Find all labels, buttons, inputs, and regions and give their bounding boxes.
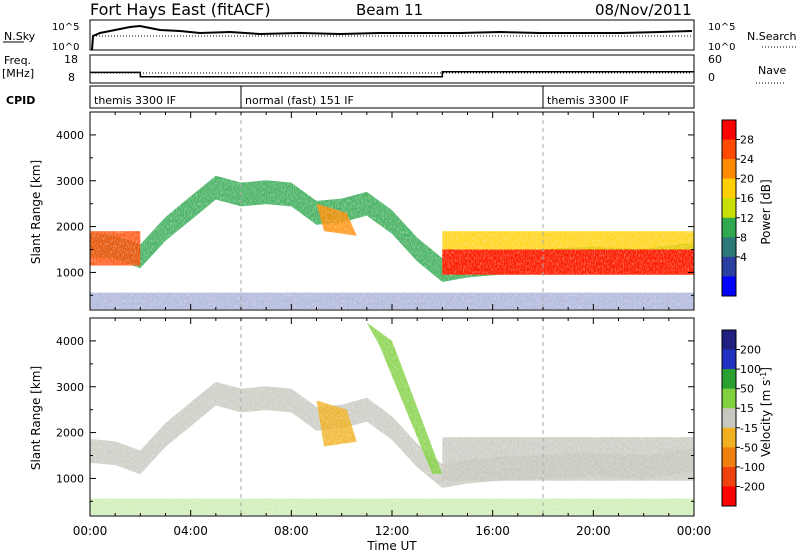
colorbar-swatch: [722, 139, 736, 160]
colorbar-tick-label: 4: [740, 251, 747, 264]
colorbar-tick-label: -100: [740, 461, 765, 474]
colorbar-swatch: [722, 447, 736, 468]
beam-label: Beam 11: [356, 1, 423, 19]
date-label: 08/Nov/2011: [595, 1, 692, 19]
colorbar-swatch: [722, 178, 736, 199]
x-tick-label: 08:00: [274, 524, 309, 538]
colorbar-tick-label: 28: [740, 134, 754, 147]
colorbar-tick-label: 100: [740, 363, 761, 376]
velocity-panel: 1000 2000 3000 4000: [56, 317, 695, 517]
freq-tick-18: 18: [64, 53, 78, 66]
power-panel: 1000 2000 3000 4000: [56, 111, 695, 311]
colorbar-tick-label: -200: [740, 480, 765, 493]
colorbar-swatch: [722, 349, 736, 370]
colorbar-swatch: [722, 330, 736, 351]
nave-label: Nave: [758, 64, 786, 77]
x-tick-label: 00:00: [73, 524, 108, 538]
colorbar-tick-label: -50: [740, 441, 758, 454]
colorbar-frame: [721, 329, 737, 507]
nsky-label: N.Sky: [4, 30, 36, 43]
y-tick-label: 2000: [56, 221, 84, 234]
frequency-panel: Freq. [MHz] 18 8 60 0 Nave: [2, 53, 786, 84]
colorbar-swatch: [722, 198, 736, 219]
cpid-segment-label: themis 3300 IF: [94, 94, 176, 107]
station-title: Fort Hays East (fitACF): [90, 0, 271, 19]
colorbar-swatch: [722, 120, 736, 141]
colorbar-swatch: [722, 217, 736, 238]
velocity-colorbar-label: Velocity [m s-1]: [759, 367, 773, 457]
nave-tick-0: 0: [708, 71, 715, 84]
colorbar-swatch: [722, 276, 736, 297]
colorbar-tick-label: 24: [740, 153, 754, 166]
colorbar-swatch: [722, 486, 736, 507]
colorbar-swatch: [722, 237, 736, 258]
noise-tick-top-left: 10^5: [52, 22, 79, 33]
nave-tick-60: 60: [708, 53, 722, 66]
x-axis-label: Time UT: [366, 539, 417, 553]
freq-tick-8: 8: [68, 71, 75, 84]
y-tick-label: 4000: [56, 335, 84, 348]
cpid-label: CPID: [6, 94, 35, 107]
power-ylabel: Slant Range [km]: [29, 160, 43, 264]
x-tick-label: 00:00: [677, 524, 712, 538]
colorbar-tick-label: 12: [740, 212, 754, 225]
freq-label: Freq.: [4, 54, 31, 67]
y-tick-label: 2000: [56, 427, 84, 440]
colorbar-tick-label: 50: [740, 383, 754, 396]
freq-unit-label: [MHz]: [2, 67, 34, 80]
power-colorbar: 28 24 20 16 12 8 4 Power [dB]: [721, 119, 773, 297]
colorbar-tick-label: -15: [740, 422, 758, 435]
nsearch-label: N.Search: [747, 30, 797, 43]
noise-tick-top-right: 10^5: [708, 22, 735, 33]
colorbar-swatch: [722, 427, 736, 448]
y-tick-label: 4000: [56, 129, 84, 142]
cpid-panel: CPID themis 3300 IF normal (fast) 151 IF t…: [6, 85, 695, 109]
colorbar-swatch: [722, 256, 736, 277]
frequency-line: [90, 71, 694, 78]
velocity-colorbar: 200 100 50 15 -15 -50 -100 -200 Velocity [m s-1…: [721, 329, 773, 507]
nsky-line: [91, 24, 693, 51]
colorbar-swatch: [722, 408, 736, 429]
colorbar-tick-label: 8: [740, 231, 747, 244]
colorbar-swatch: [722, 466, 736, 487]
x-tick-label: 12:00: [375, 524, 410, 538]
colorbar-tick-label: 15: [740, 402, 754, 415]
cpid-segment-label: themis 3300 IF: [547, 94, 629, 107]
colorbar-tick-label: 16: [740, 192, 754, 205]
colorbar-swatch: [722, 388, 736, 409]
cpid-segment-label: normal (fast) 151 IF: [245, 94, 354, 107]
colorbar-tick-label: 200: [740, 344, 761, 357]
y-tick-label: 1000: [56, 472, 84, 485]
y-tick-label: 3000: [56, 175, 84, 188]
noise-tick-bottom-right: 10^0: [708, 42, 735, 53]
power-colorbar-label: Power [dB]: [759, 179, 773, 244]
colorbar-frame: [721, 119, 737, 297]
velocity-ylabel: Slant Range [km]: [29, 366, 43, 470]
colorbar-swatch: [722, 369, 736, 390]
colorbar-swatch: [722, 159, 736, 180]
x-tick-label: 20:00: [576, 524, 611, 538]
colorbar-tick-label: 20: [740, 173, 754, 186]
noise-panel: N.Sky 10^5 10^0 10^5 10^0 N.Search: [3, 19, 797, 53]
y-tick-label: 1000: [56, 266, 84, 279]
noise-tick-bottom-left: 10^0: [52, 42, 79, 53]
x-tick-label: 04:00: [173, 524, 208, 538]
x-tick-label: 16:00: [475, 524, 510, 538]
y-tick-label: 3000: [56, 381, 84, 394]
